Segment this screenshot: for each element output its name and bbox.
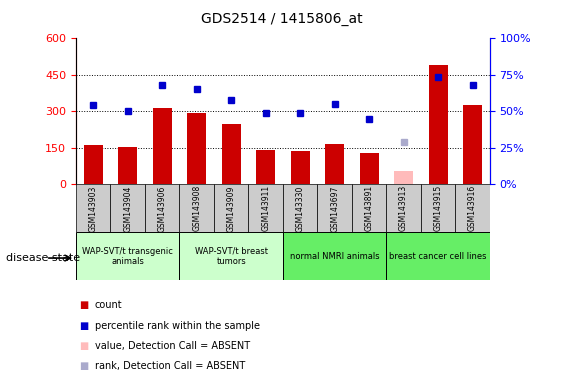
- Text: normal NMRI animals: normal NMRI animals: [290, 252, 379, 261]
- Text: disease state: disease state: [6, 253, 80, 263]
- Bar: [180, 184, 214, 232]
- Text: GSM143909: GSM143909: [227, 185, 236, 232]
- Bar: [352, 184, 386, 232]
- Bar: [180, 232, 283, 280]
- Text: ■: ■: [79, 300, 88, 310]
- Bar: [153, 108, 172, 184]
- Bar: [248, 184, 283, 232]
- Bar: [84, 146, 102, 184]
- Bar: [386, 184, 421, 232]
- Bar: [256, 150, 275, 184]
- Text: ■: ■: [79, 341, 88, 351]
- Text: GDS2514 / 1415806_at: GDS2514 / 1415806_at: [200, 12, 363, 25]
- Text: ■: ■: [79, 361, 88, 371]
- Bar: [76, 184, 110, 232]
- Bar: [291, 152, 310, 184]
- Text: ■: ■: [79, 321, 88, 331]
- Bar: [455, 184, 490, 232]
- Text: rank, Detection Call = ABSENT: rank, Detection Call = ABSENT: [95, 361, 245, 371]
- Bar: [394, 171, 413, 184]
- Text: GSM143330: GSM143330: [296, 185, 305, 232]
- Bar: [110, 184, 145, 232]
- Bar: [360, 153, 378, 184]
- Text: GSM143697: GSM143697: [330, 185, 339, 232]
- Bar: [222, 124, 240, 184]
- Text: GSM143911: GSM143911: [261, 185, 270, 232]
- Text: WAP-SVT/t transgenic
animals: WAP-SVT/t transgenic animals: [82, 247, 173, 266]
- Bar: [145, 184, 180, 232]
- Bar: [187, 113, 206, 184]
- Text: GSM143908: GSM143908: [192, 185, 201, 232]
- Bar: [318, 184, 352, 232]
- Text: WAP-SVT/t breast
tumors: WAP-SVT/t breast tumors: [195, 247, 267, 266]
- Text: percentile rank within the sample: percentile rank within the sample: [95, 321, 260, 331]
- Bar: [463, 105, 482, 184]
- Bar: [214, 184, 248, 232]
- Bar: [386, 232, 490, 280]
- Bar: [76, 232, 180, 280]
- Bar: [325, 144, 344, 184]
- Text: value, Detection Call = ABSENT: value, Detection Call = ABSENT: [95, 341, 250, 351]
- Text: GSM143915: GSM143915: [434, 185, 443, 232]
- Bar: [283, 232, 386, 280]
- Text: GSM143903: GSM143903: [89, 185, 98, 232]
- Text: GSM143913: GSM143913: [399, 185, 408, 232]
- Text: GSM143906: GSM143906: [158, 185, 167, 232]
- Text: GSM143891: GSM143891: [365, 185, 374, 232]
- Bar: [118, 147, 137, 184]
- Bar: [421, 184, 455, 232]
- Text: GSM143904: GSM143904: [123, 185, 132, 232]
- Bar: [283, 184, 318, 232]
- Text: GSM143916: GSM143916: [468, 185, 477, 232]
- Text: breast cancer cell lines: breast cancer cell lines: [390, 252, 487, 261]
- Bar: [428, 65, 448, 184]
- Text: count: count: [95, 300, 122, 310]
